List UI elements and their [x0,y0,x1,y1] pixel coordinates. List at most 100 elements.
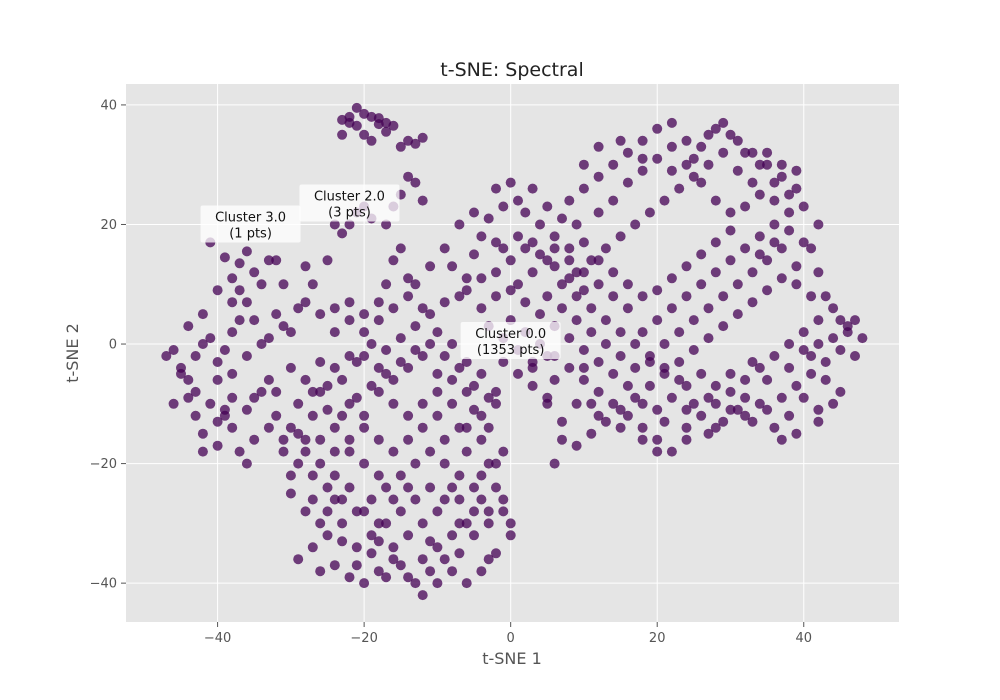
scatter-point [381,126,392,137]
scatter-point [644,207,655,218]
scatter-point [278,446,289,457]
annotation-box [460,322,561,360]
scatter-point [710,123,721,134]
scatter-point [373,113,384,124]
scatter-point [593,255,604,266]
scatter-point [491,237,501,248]
scatter-point [344,572,355,583]
scatter-point [674,374,685,385]
scatter-point [791,380,802,391]
scatter-point [710,267,721,278]
scatter-point [491,482,501,493]
scatter-point [212,285,223,296]
scatter-point [469,207,479,218]
scatter-point [615,327,626,338]
scatter-point [300,434,311,445]
scatter-point [652,123,663,134]
scatter-point [300,297,311,308]
scatter-point [813,404,824,415]
scatter-point [491,398,501,409]
scatter-point [798,201,809,212]
scatter-point [447,339,458,349]
scatter-point [461,578,472,589]
scatter-point [417,351,428,361]
scatter-point [498,201,509,212]
scatter-point [688,315,699,326]
scatter-point [666,117,677,128]
scatter-point [483,506,494,517]
scatter-point [469,249,479,260]
scatter-point [344,434,355,445]
scatter-point [403,572,414,583]
y-tick-label: 0 [109,338,117,353]
scatter-point [513,195,523,206]
scatter-point [542,255,553,266]
x-tick-label: 40 [795,631,812,646]
scatter-point [622,303,633,314]
scatter-point [469,530,479,541]
scatter-point [718,416,729,427]
scatter-point [608,398,619,409]
scatter-point [776,273,787,284]
scatter-point [754,159,765,170]
scatter-point [644,357,655,367]
scatter-point [754,398,765,409]
scatter-point [395,333,406,344]
scatter-point [557,279,567,290]
scatter-point [527,183,538,194]
scatter-point [718,117,729,128]
scatter-point [469,380,479,391]
scatter-point [351,357,362,367]
scatter-point [740,374,751,385]
scatter-point [718,291,729,302]
scatter-point [476,434,487,445]
scatter-point [285,470,296,481]
scatter-point [615,422,626,433]
scatter-point [491,458,501,469]
scatter-point [806,243,817,254]
scatter-point [732,279,743,290]
scatter-point [373,566,384,577]
scatter-point [447,482,458,493]
scatter-point [557,303,567,314]
scatter-point [835,315,846,326]
scatter-point [754,362,765,373]
scatter-point [373,536,384,547]
x-tick-label: −20 [350,631,377,646]
scatter-point [447,261,458,272]
scatter-point [725,404,736,415]
scatter-point [637,291,648,302]
scatter-point [520,207,531,218]
scatter-point [564,362,575,373]
scatter-point [337,129,348,140]
y-tick-label: 40 [100,98,117,113]
scatter-point [388,542,399,553]
scatter-point [373,518,384,529]
scatter-point [615,135,626,146]
scatter-point [307,542,318,553]
scatter-point [476,231,487,242]
scatter-point [513,279,523,290]
scatter-point [622,410,633,421]
scatter-point [696,249,707,260]
scatter-point [835,386,846,397]
x-tick-label: 20 [649,631,666,646]
scatter-point [769,177,780,188]
scatter-point [366,530,377,541]
scatter-point [395,560,406,571]
annotation-line1: Cluster 0.0 [475,327,546,342]
scatter-point [359,309,370,320]
scatter-point [359,578,370,589]
scatter-point [564,333,575,344]
scatter-point [791,165,802,176]
y-axis-label: t-SNE 2 [63,323,82,383]
annotation-line2: (1353 pts) [477,343,544,358]
scatter-point [447,566,458,577]
scatter-point [732,309,743,320]
scatter-point [322,255,333,266]
scatter-point [307,410,318,421]
scatter-point [256,386,267,397]
scatter-point [820,291,831,302]
scatter-point [542,291,553,302]
scatter-point [410,138,421,149]
